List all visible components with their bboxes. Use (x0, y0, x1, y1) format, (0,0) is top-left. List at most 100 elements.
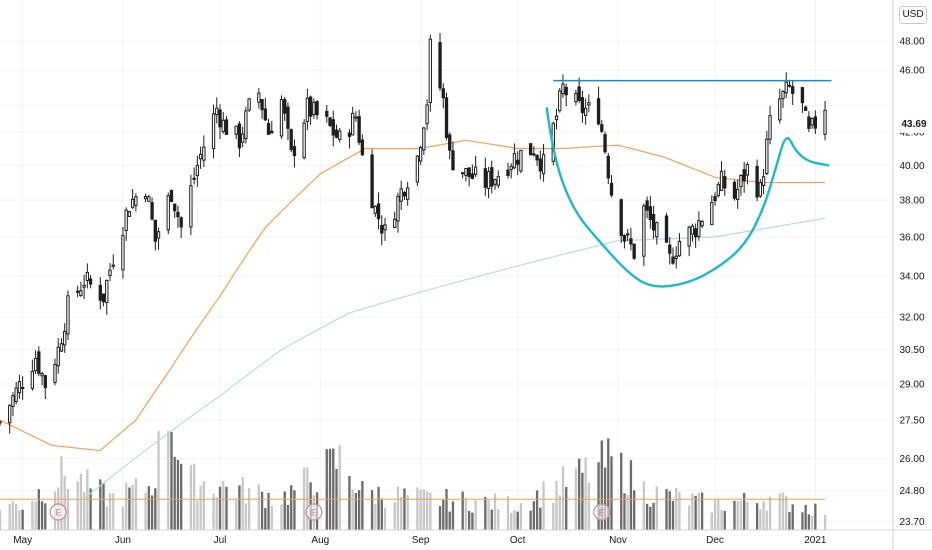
candle-down (577, 86, 581, 101)
volume-bar (700, 492, 704, 530)
volume-bar (21, 509, 24, 530)
volume-bar (267, 492, 270, 530)
volume-bar (445, 488, 448, 530)
volume-bar (497, 508, 500, 530)
volume-bar (510, 512, 513, 530)
volume-bar (11, 501, 15, 530)
volume-bar (134, 478, 138, 530)
candle-down (325, 110, 329, 117)
volume-bar (396, 486, 400, 530)
volume-bar (665, 489, 668, 530)
candle-up (20, 387, 25, 390)
candle-up (422, 127, 426, 151)
volume-bar (154, 488, 157, 530)
volume-bar (338, 445, 341, 530)
candle-up (198, 153, 203, 160)
time-tick-label: Jun (115, 535, 131, 546)
volume-bar (422, 489, 426, 530)
volume-bar (461, 491, 464, 530)
candle-up (189, 185, 193, 228)
volume-bar (781, 492, 785, 530)
volume-bar (348, 475, 351, 530)
volume-bar (623, 493, 626, 530)
candle-down (803, 106, 808, 111)
candle-down (648, 206, 653, 221)
candle-down (153, 219, 157, 242)
volume-bar (374, 503, 377, 530)
volume-bar (192, 463, 196, 530)
volume-bar (632, 490, 636, 530)
earnings-marker-label: E (599, 508, 605, 518)
candle-up (11, 395, 15, 408)
candle-up (784, 81, 788, 94)
candle-down (179, 217, 183, 228)
volume-bar (584, 457, 587, 530)
earnings-marker (593, 503, 611, 521)
candle-down (331, 119, 335, 136)
candle-up (700, 220, 704, 227)
candle-down (101, 293, 106, 303)
candle-up (215, 107, 219, 116)
volume-bar (325, 449, 328, 530)
candle-down (292, 146, 297, 157)
candle-down (370, 154, 374, 209)
volume-bar (671, 500, 675, 530)
volume-bar (82, 492, 86, 530)
candle-up (302, 122, 306, 159)
volume-bar (788, 512, 791, 530)
candle-up (40, 373, 44, 377)
volume-bar (76, 481, 79, 530)
candle-down (315, 101, 319, 116)
volume-bar (15, 503, 18, 530)
candle-down (609, 182, 614, 196)
volume-bar (442, 499, 445, 530)
candle-down (448, 134, 452, 151)
volume-bar (785, 495, 788, 530)
cup-curve (545, 107, 830, 288)
candle-up (30, 370, 35, 389)
candle-up (425, 104, 429, 125)
time-tick-label: May (13, 535, 32, 546)
volume-bar (286, 504, 290, 530)
volume-bar (247, 488, 251, 530)
volume-bar (720, 509, 723, 530)
candle-up (739, 174, 743, 188)
volume-bar (393, 502, 396, 530)
candle-up (396, 195, 400, 222)
cup-and-handle-drawing[interactable] (545, 79, 832, 288)
candle-up (147, 196, 151, 202)
candle-up (373, 205, 377, 214)
candle-up (166, 195, 170, 231)
candle-up (192, 177, 196, 180)
volume-bar (202, 481, 206, 530)
volume-bar (89, 488, 92, 530)
candle-up (745, 163, 750, 176)
currency-badge[interactable]: USD (899, 6, 927, 24)
candle-up (509, 165, 513, 170)
candle-up (211, 113, 216, 150)
volume-bar (762, 501, 765, 530)
volume-bar (425, 491, 429, 530)
volume-bar (332, 448, 335, 530)
volume-bar (675, 488, 678, 530)
candle-up (697, 220, 701, 237)
earnings-marker (305, 503, 323, 521)
candle-down (289, 129, 293, 151)
candle-up (642, 205, 646, 257)
candle-down (444, 97, 449, 138)
candle-down (600, 124, 604, 132)
volume-bar (506, 495, 510, 530)
candle-down (470, 173, 475, 179)
candle-down (645, 200, 649, 211)
candle-down (813, 116, 818, 129)
candle-down (713, 196, 717, 202)
volume-bar (717, 499, 720, 530)
candle-up (541, 154, 546, 175)
candle-down (664, 215, 669, 243)
candle-up (690, 225, 695, 235)
volume-bar (283, 491, 286, 530)
price-tick-label: 23.70 (899, 517, 924, 528)
